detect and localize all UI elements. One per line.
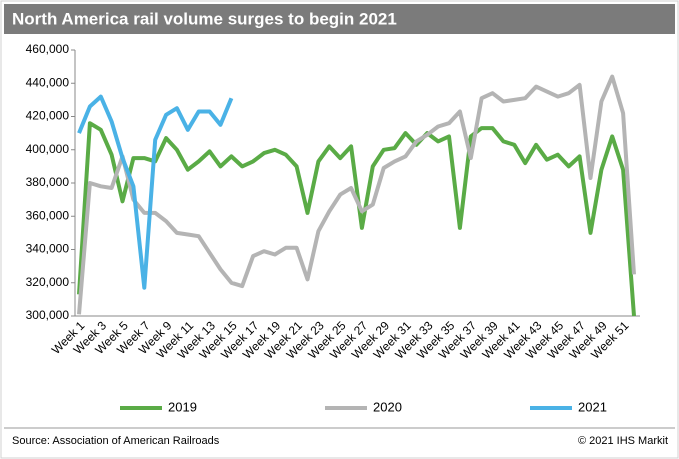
- y-tick-label: 460,000: [26, 42, 70, 56]
- legend-label: 2019: [168, 399, 197, 414]
- y-tick-label: 360,000: [26, 208, 70, 222]
- series-line: [77, 121, 636, 317]
- source: Source: Association of American Railroad…: [12, 435, 220, 447]
- credit: © 2021 IHS Markit: [578, 435, 668, 447]
- y-tick-label: 400,000: [26, 142, 70, 156]
- legend-label: 2020: [373, 399, 402, 414]
- series-line: [77, 74, 636, 315]
- chart-title: North America rail volume surges to begi…: [12, 9, 397, 28]
- y-tick-label: 440,000: [26, 75, 70, 89]
- legend-label: 2021: [578, 399, 607, 414]
- y-tick-label: 380,000: [26, 175, 70, 189]
- y-tick-label: 340,000: [26, 242, 70, 256]
- y-tick-label: 300,000: [26, 308, 70, 322]
- title-bar: [4, 4, 675, 34]
- y-tick-label: 320,000: [26, 275, 70, 289]
- y-tick-label: 420,000: [26, 109, 70, 123]
- series-line: [77, 94, 234, 290]
